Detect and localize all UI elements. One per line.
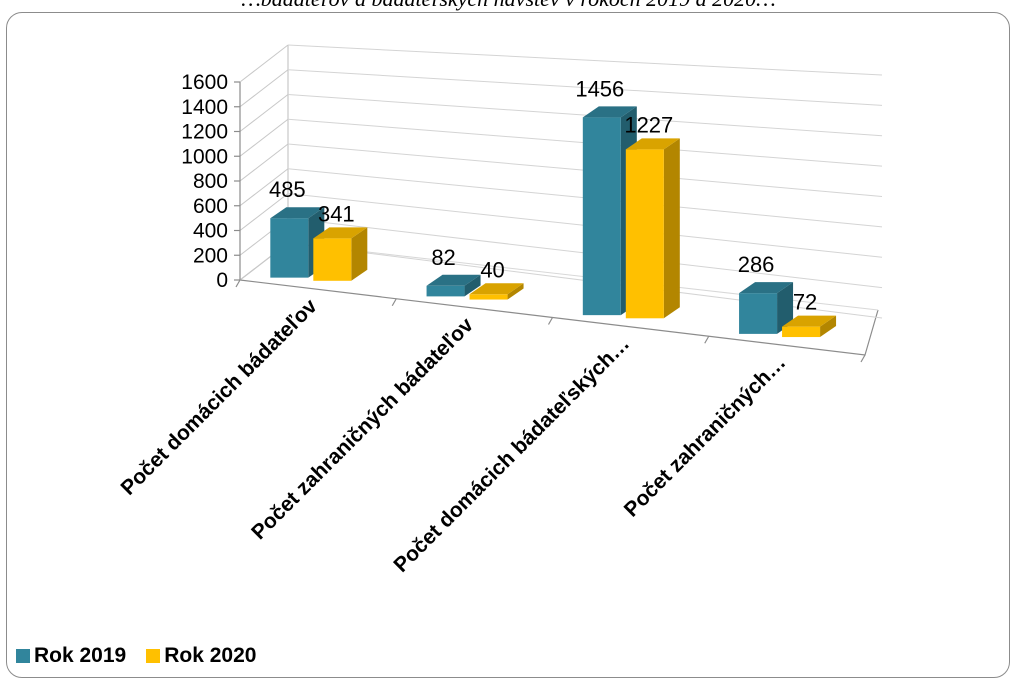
y-tick-label: 600 xyxy=(193,195,228,218)
y-tick-label: 800 xyxy=(193,170,228,193)
bar-front xyxy=(313,238,351,280)
x-tick-mark xyxy=(861,355,865,362)
bar-front xyxy=(626,149,664,318)
bar-front xyxy=(782,327,820,337)
data-label: 1227 xyxy=(624,112,673,137)
legend-swatch-2019 xyxy=(16,649,30,663)
gridline-side xyxy=(240,45,288,82)
data-label: 286 xyxy=(738,252,775,277)
legend-swatch-2020 xyxy=(146,649,160,663)
data-label: 40 xyxy=(480,257,504,282)
gridline-side xyxy=(240,119,288,156)
data-label: 82 xyxy=(431,245,455,270)
legend-item-2019: Rok 2019 xyxy=(16,644,126,668)
gridline xyxy=(288,45,882,75)
y-tick-label: 1400 xyxy=(181,96,228,119)
data-label: 1456 xyxy=(575,76,624,101)
y-tick-label: 400 xyxy=(193,220,228,243)
gridline-side xyxy=(240,95,288,132)
data-label: 341 xyxy=(318,201,355,226)
y-tick-label: 0 xyxy=(216,269,228,292)
y-tick-label: 1600 xyxy=(181,71,228,94)
data-label: 485 xyxy=(269,177,306,202)
bar-front xyxy=(470,294,508,299)
bar-rok-2020-0 xyxy=(313,227,367,280)
legend-item-2020: Rok 2020 xyxy=(146,644,256,668)
y-tick-label: 1000 xyxy=(181,145,228,168)
legend-label-2019: Rok 2019 xyxy=(34,644,126,668)
legend: Rok 2019 Rok 2020 xyxy=(16,644,270,668)
x-tick-mark xyxy=(549,318,553,325)
bar-side xyxy=(664,138,680,318)
x-tick-label-3: Počet zahraničných… xyxy=(620,351,791,522)
legend-label-2020: Rok 2020 xyxy=(164,644,256,668)
y-tick-label: 1200 xyxy=(181,121,228,144)
data-label: 72 xyxy=(793,290,817,315)
x-tick-mark xyxy=(236,280,240,287)
x-axis-labels: Počet domácich bádateľov Počet zahraničný… xyxy=(116,294,790,577)
x-tick-label-0: Počet domácich bádateľov xyxy=(116,294,321,499)
x-tick-mark xyxy=(392,299,396,306)
x-tick-mark xyxy=(705,336,709,343)
gridline-side xyxy=(240,144,288,181)
bar-rok-2020-2 xyxy=(626,138,680,318)
bar-front xyxy=(270,218,308,277)
bar-front xyxy=(739,293,777,334)
bar-front xyxy=(427,286,465,297)
y-tick-label: 200 xyxy=(193,244,228,267)
bar-front xyxy=(583,117,621,315)
gridline-side xyxy=(240,70,288,107)
